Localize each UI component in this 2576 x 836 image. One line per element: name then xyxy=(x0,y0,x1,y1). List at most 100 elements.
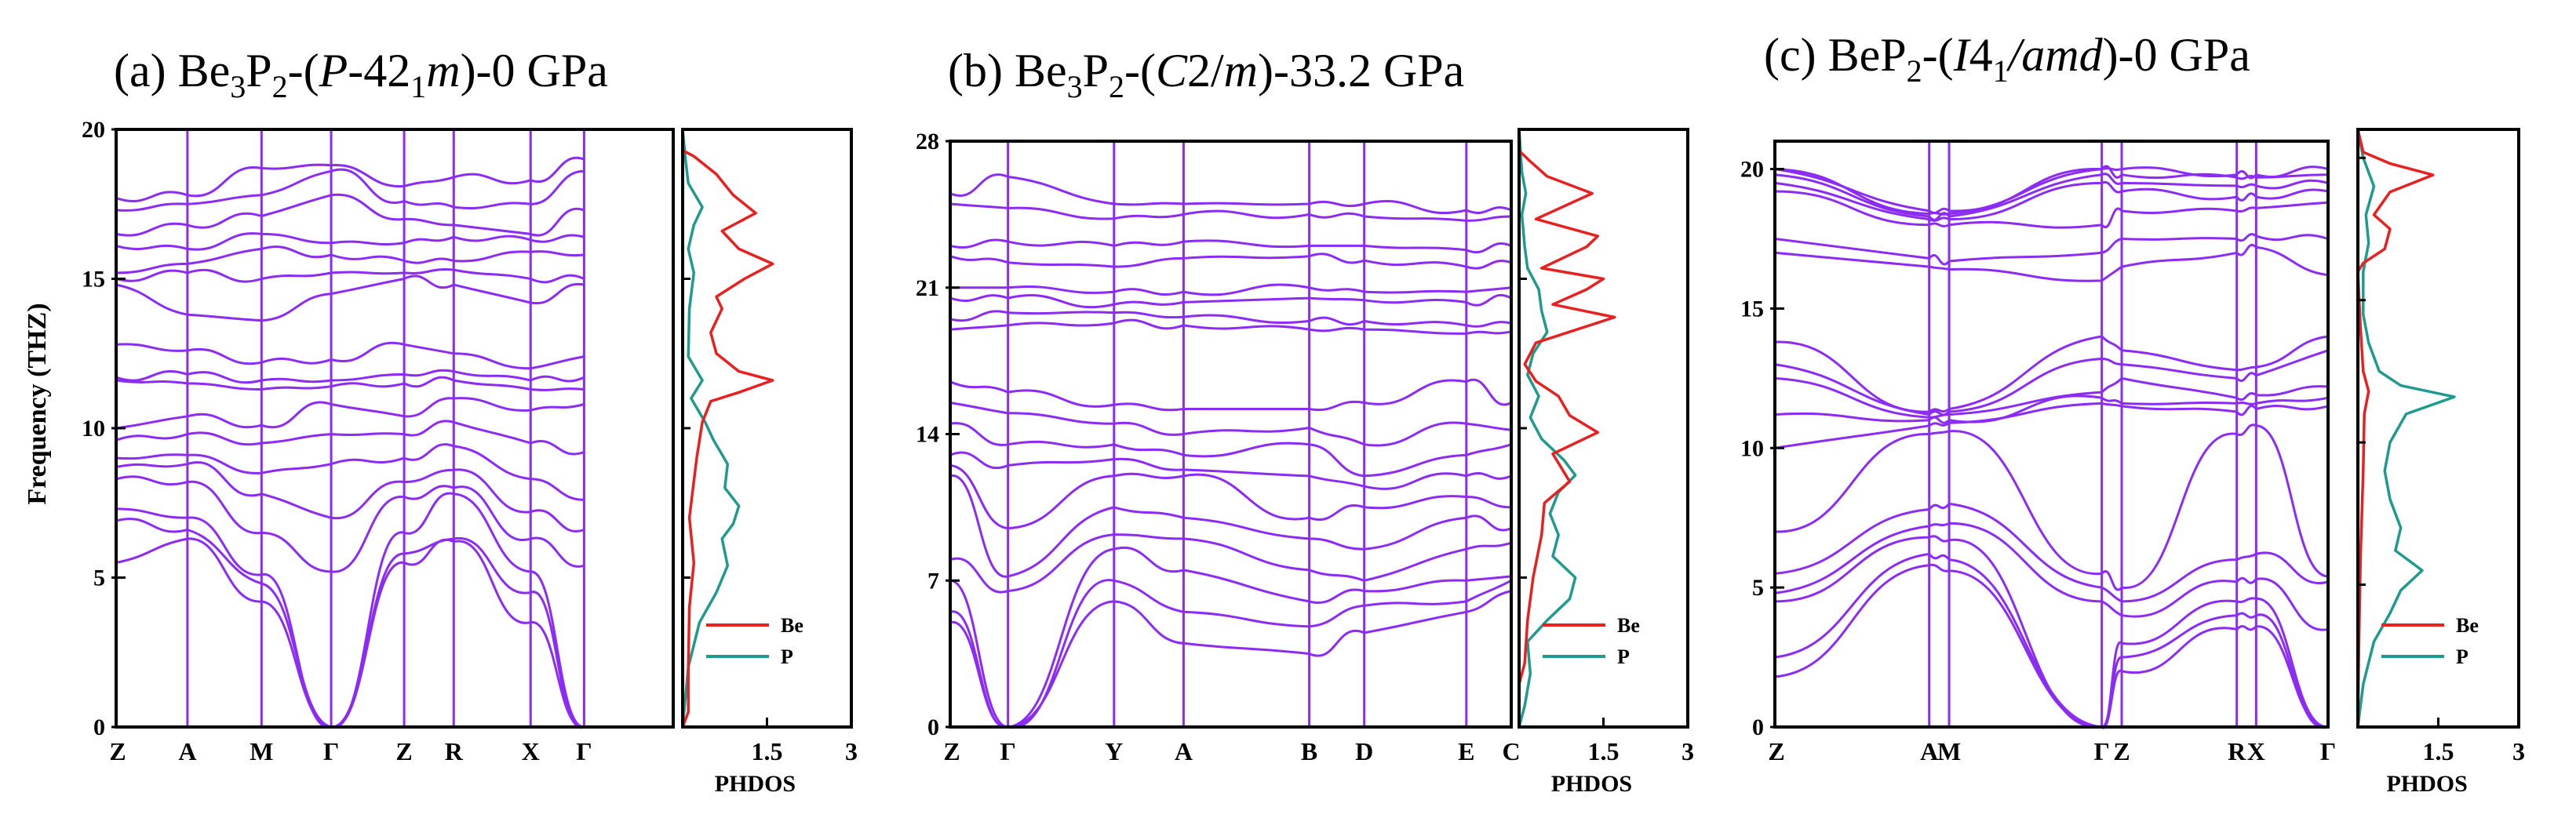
phonon-branch-16 xyxy=(115,168,585,212)
phonon-branch-9 xyxy=(949,378,1512,412)
y-tick-label: 5 xyxy=(93,565,105,591)
y-tick-label: 10 xyxy=(82,416,105,442)
phonon-branch-3 xyxy=(1774,522,2329,631)
dos-curve-be xyxy=(1518,129,1616,727)
panel-b-title: (b) Be3P2-(C2/m)-33.2 GPa xyxy=(948,45,1464,104)
kpoint-label: E xyxy=(1458,737,1474,765)
y-tick-label: 0 xyxy=(1752,714,1764,740)
phonon-branch-14 xyxy=(949,253,1512,270)
phonon-branch-6 xyxy=(1774,402,2329,449)
phonon-branch-2 xyxy=(1774,535,2329,729)
y-tick-label: 0 xyxy=(93,714,105,740)
phonon-branch-17 xyxy=(949,173,1512,214)
phonon-branch-2 xyxy=(115,492,585,729)
dos-x-tick-label: 1.5 xyxy=(752,737,783,765)
dos-curve-p xyxy=(681,129,741,728)
legend-label-p: P xyxy=(2456,645,2469,668)
phonon-branch-1 xyxy=(115,518,585,729)
y-tick-label: 15 xyxy=(82,267,105,293)
phonon-branch-7 xyxy=(1774,394,2329,424)
legend-label-be: Be xyxy=(1617,614,1640,637)
panel-b: (b) Be3P2-(C2/m)-33.2 GPa 0 7 14 21 28 Z Γ Y A B D… xyxy=(916,45,1694,797)
phonon-branch-15 xyxy=(949,238,1512,254)
phonon-branch-0 xyxy=(1774,563,2329,729)
phonon-branch-11 xyxy=(1774,244,2329,282)
phonon-branch-14 xyxy=(1774,180,2329,222)
y-tick-label: 5 xyxy=(1752,575,1764,601)
kpoint-label: Γ xyxy=(2093,737,2109,765)
dos-axis-label: PHDOS xyxy=(715,771,796,797)
dos-curve-p xyxy=(2356,129,2456,728)
kpoint-label: C xyxy=(1502,737,1520,765)
phonon-branch-5 xyxy=(1774,423,2329,591)
kpoint-label: X xyxy=(522,737,540,765)
y-tick-label: 20 xyxy=(1740,157,1764,183)
dos-axis-label: PHDOS xyxy=(2386,771,2467,797)
kpoint-label: R xyxy=(2228,737,2246,765)
band-axes-frame xyxy=(1773,140,2330,729)
kpoint-label: A xyxy=(178,737,196,765)
legend-label-be: Be xyxy=(2456,614,2479,637)
phonon-branch-6 xyxy=(949,451,1512,490)
dos-x-tick-label: 3 xyxy=(1682,737,1694,765)
dos-curve-be xyxy=(2356,129,2435,728)
phonon-branch-14 xyxy=(115,232,585,251)
panel-a-dos-plot: 1.5 3 PHDOS Be P xyxy=(681,128,858,797)
dos-x-tick-label: 1.5 xyxy=(2423,737,2454,765)
svg-text:(a) Be3P2-(P-421m)-0 GPa: (a) Be3P2-(P-421m)-0 GPa xyxy=(114,45,608,104)
phonon-branch-12 xyxy=(115,268,585,284)
band-axes-frame xyxy=(949,140,1513,729)
phonon-branch-15 xyxy=(115,193,585,237)
dos-curve-p xyxy=(1518,129,1577,728)
legend-label-p: P xyxy=(781,645,793,668)
dos-x-tick-label: 3 xyxy=(845,737,858,765)
phonon-branch-2 xyxy=(949,546,1512,729)
phonon-branch-8 xyxy=(115,376,585,391)
kpoint-label: A xyxy=(1175,737,1193,765)
phonon-branch-4 xyxy=(115,461,585,532)
svg-text:(b) Be3P2-(C2/m)-33.2 GPa: (b) Be3P2-(C2/m)-33.2 GPa xyxy=(948,45,1464,104)
phonon-branch-17 xyxy=(115,156,585,202)
y-tick-label: 14 xyxy=(916,422,939,448)
y-tick-label: 7 xyxy=(927,568,939,594)
kpoint-label: Z xyxy=(109,737,126,765)
phonon-branch-17 xyxy=(1774,165,2329,214)
kpoint-label: A xyxy=(1920,737,1938,765)
panel-a-band-plot: 0 5 10 15 20 Z A M Γ Z R X Γ xyxy=(82,117,675,765)
phonon-branch-16 xyxy=(949,202,1512,222)
legend-label-p: P xyxy=(1617,645,1630,668)
phonon-branch-6 xyxy=(115,420,585,456)
phonon-branch-8 xyxy=(949,402,1512,447)
y-tick-label: 20 xyxy=(82,117,105,143)
kpoint-label: M xyxy=(1937,737,1961,765)
panel-a-title: (a) Be3P2-(P-421m)-0 GPa xyxy=(114,45,608,104)
phonon-branch-7 xyxy=(115,397,585,430)
phonon-branch-12 xyxy=(1774,233,2329,266)
kpoint-label: R xyxy=(445,737,464,765)
kpoint-label: Γ xyxy=(323,737,339,765)
phonon-branch-13 xyxy=(1774,190,2329,229)
phonon-branch-5 xyxy=(115,443,585,501)
phonon-branch-7 xyxy=(949,422,1512,478)
y-tick-label: 21 xyxy=(916,275,939,301)
phonon-branch-11 xyxy=(949,310,1512,328)
kpoint-label: Z xyxy=(1768,737,1784,765)
kpoint-label: Γ xyxy=(2320,737,2336,765)
phonon-branch-4 xyxy=(1774,502,2329,603)
dos-curve-be xyxy=(681,129,774,728)
kpoint-label: Y xyxy=(1105,737,1123,765)
phonon-branch-13 xyxy=(115,245,585,274)
panel-b-dos-plot: 1.5 3 PHDOS Be P xyxy=(1518,128,1694,797)
y-tick-label: 15 xyxy=(1740,296,1764,322)
kpoint-label: Γ xyxy=(576,737,592,765)
svg-text:(c) BeP2-(I41/amd)-0 GPa: (c) BeP2-(I41/amd)-0 GPa xyxy=(1764,29,2250,89)
kpoint-label: Γ xyxy=(1000,737,1015,765)
phonon-branch-13 xyxy=(950,283,1512,296)
phonon-branch-3 xyxy=(115,475,585,573)
phonon-branch-15 xyxy=(1774,173,2329,221)
panel-c-title: (c) BeP2-(I41/amd)-0 GPa xyxy=(1764,29,2250,89)
legend-label-be: Be xyxy=(781,614,803,637)
phonon-branch-10 xyxy=(949,318,1512,335)
